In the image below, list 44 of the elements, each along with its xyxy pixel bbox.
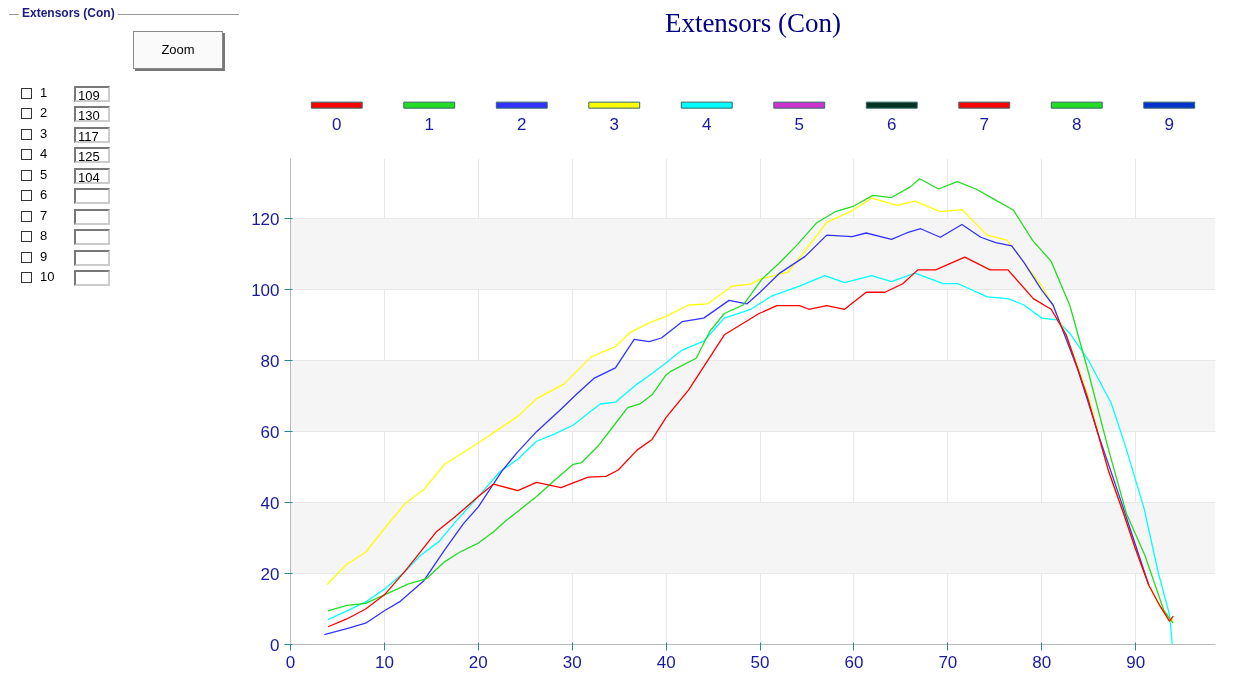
text: 2	[40, 105, 49, 120]
text: 3	[40, 126, 49, 141]
y-tick-label: 80	[260, 351, 280, 371]
text: 125	[74, 146, 110, 164]
y-tick-label: 0	[270, 635, 280, 655]
legend-label: 2	[517, 115, 527, 135]
legend-label: 0	[332, 115, 342, 135]
x-tick-label: 40	[656, 652, 676, 672]
text: 5	[40, 167, 49, 182]
chart-title: Extensors (Con)	[664, 7, 842, 38]
x-tick-label: 70	[938, 652, 958, 672]
x-tick-label: 10	[374, 652, 394, 672]
legend-label: 4	[702, 115, 712, 135]
legend-label: 5	[794, 115, 804, 135]
text: 7	[40, 208, 49, 223]
text: 10	[40, 269, 56, 284]
x-tick-label: 90	[1126, 652, 1146, 672]
legend-label: 9	[1164, 115, 1174, 135]
legend-label: 6	[887, 115, 897, 135]
text: 4	[40, 146, 49, 161]
text: 109	[74, 85, 110, 103]
legend-label: 3	[609, 115, 619, 135]
y-tick-label: 40	[260, 493, 280, 513]
text: Extensors (Con)	[19, 6, 118, 20]
text: 117	[74, 126, 110, 144]
x-tick-label: 20	[468, 652, 488, 672]
y-tick-label: 100	[251, 280, 280, 300]
text: 9	[40, 249, 49, 264]
text: 104	[74, 167, 110, 185]
y-tick-label: 120	[251, 209, 280, 229]
y-tick-label: 60	[260, 422, 280, 442]
text: 6	[40, 187, 49, 202]
x-tick-label: 50	[750, 652, 770, 672]
y-tick-label: 20	[260, 564, 280, 584]
text: 130	[74, 105, 110, 123]
x-tick-label: 0	[285, 652, 296, 672]
x-tick-label: 30	[562, 652, 582, 672]
legend-label: 1	[424, 115, 434, 135]
legend-label: 7	[979, 115, 989, 135]
x-tick-label: 80	[1032, 652, 1052, 672]
text: 1	[40, 85, 49, 100]
x-tick-label: 60	[844, 652, 864, 672]
text: 8	[40, 228, 49, 243]
legend-label: 8	[1072, 115, 1082, 135]
